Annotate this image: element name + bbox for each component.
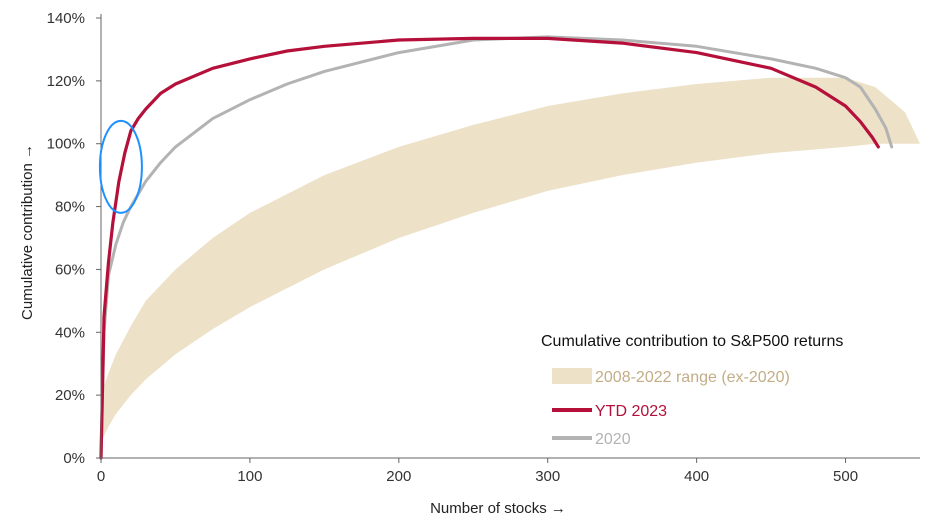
series-lines-layer bbox=[99, 35, 894, 460]
annotations bbox=[98, 119, 143, 214]
legend-label-ytd-2023: YTD 2023 bbox=[595, 403, 667, 420]
y-axis-label: Cumulative contribution → bbox=[19, 144, 36, 320]
legend-label-range-band: 2008-2022 range (ex-2020) bbox=[595, 369, 790, 386]
highlight-ellipse bbox=[98, 119, 143, 214]
y-tick-label: 60% bbox=[55, 261, 85, 278]
x-tick-label: 500 bbox=[833, 468, 858, 485]
range-band-layer bbox=[101, 77, 920, 443]
x-tick-label: 200 bbox=[386, 468, 411, 485]
y-tick-label: 20% bbox=[55, 387, 85, 404]
legend-label-2020: 2020 bbox=[595, 431, 631, 448]
series-line-2 bbox=[99, 35, 894, 460]
x-tick-label: 300 bbox=[535, 468, 560, 485]
y-tick-label: 140% bbox=[47, 10, 85, 27]
x-tick-label: 400 bbox=[684, 468, 709, 485]
x-tick-label: 0 bbox=[97, 468, 105, 485]
legend-title: Cumulative contribution to S&P500 return… bbox=[541, 333, 843, 350]
series-band-0 bbox=[101, 77, 920, 443]
y-tick-label: 40% bbox=[55, 324, 85, 341]
series-line-1 bbox=[99, 36, 880, 460]
y-tick-label: 120% bbox=[47, 73, 85, 90]
legend-swatch-range-band bbox=[552, 368, 592, 384]
x-tick-label: 100 bbox=[237, 468, 262, 485]
legend: Cumulative contribution to S&P500 return… bbox=[541, 333, 843, 448]
x-axis-label: Number of stocks → bbox=[430, 500, 566, 517]
y-tick-label: 80% bbox=[55, 199, 85, 216]
y-tick-label: 0% bbox=[63, 450, 85, 467]
y-tick-label: 100% bbox=[47, 136, 85, 153]
axes: 0 100 200 300 400 500 0% 20% 40% 60% 80% 100% 120% 14… bbox=[47, 10, 920, 485]
